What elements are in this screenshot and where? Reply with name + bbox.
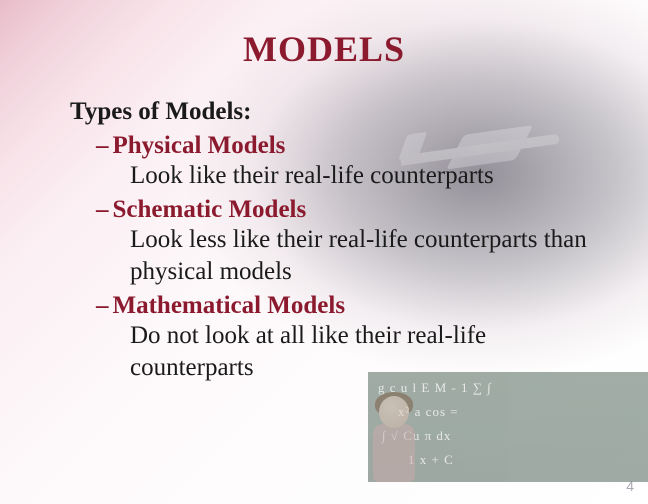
page-number: 4 <box>626 478 634 494</box>
item-title-text: Schematic Models <box>113 196 307 223</box>
item-description: Look less like their real-life counterpa… <box>130 224 608 288</box>
item-description: Look like their real-life counterparts <box>130 160 608 192</box>
item-title-text: Mathematical Models <box>113 292 346 319</box>
item-title: –Physical Models <box>96 132 608 160</box>
item-title-text: Physical Models <box>113 132 286 159</box>
list-item: –Mathematical Models Do not look at all … <box>96 292 608 384</box>
item-title: –Mathematical Models <box>96 292 608 320</box>
list-item: –Schematic Models Look less like their r… <box>96 196 608 288</box>
slide-title: MODELS <box>40 28 608 70</box>
chalkboard-decoration: g c u l E M - 1 ∑ ∫ x² a cos = ∫ √ Cu π … <box>368 372 648 482</box>
slide: MODELS Types of Models: –Physical Models… <box>0 0 648 504</box>
list-item: –Physical Models Look like their real-li… <box>96 132 608 192</box>
person-decoration <box>363 392 423 482</box>
item-description: Do not look at all like their real-life … <box>130 320 608 384</box>
section-heading: Types of Models: <box>70 98 608 126</box>
item-title: –Schematic Models <box>96 196 608 224</box>
